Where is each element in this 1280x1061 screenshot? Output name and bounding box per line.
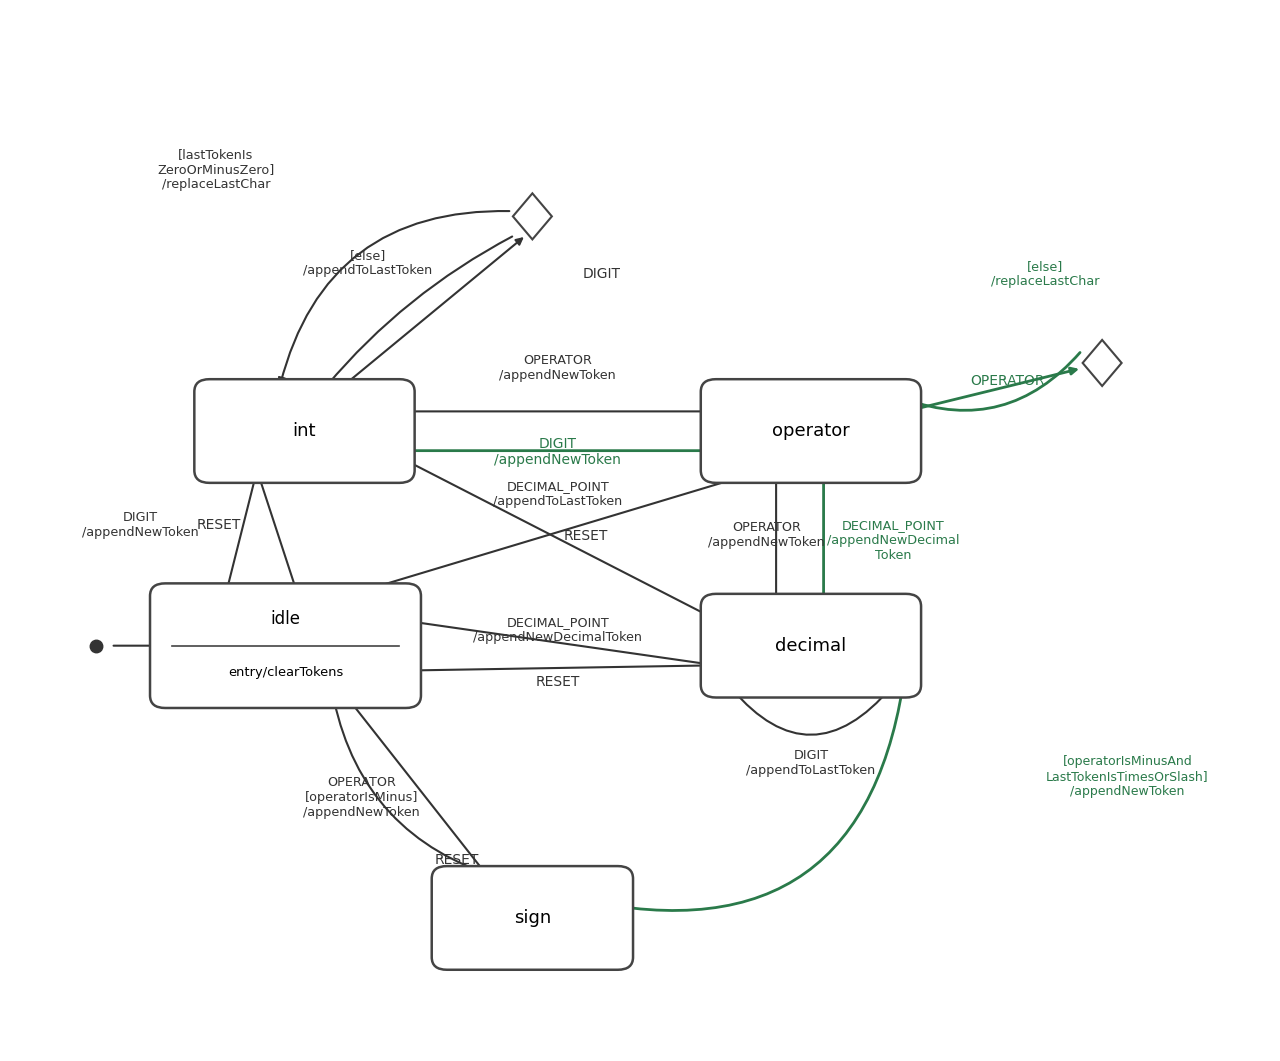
Text: [else]
/appendToLastToken: [else] /appendToLastToken bbox=[303, 249, 433, 278]
Text: int: int bbox=[293, 422, 316, 440]
Text: RESET: RESET bbox=[434, 853, 479, 867]
FancyBboxPatch shape bbox=[700, 594, 922, 697]
Text: OPERATOR
/appendNewToken: OPERATOR /appendNewToken bbox=[708, 521, 826, 549]
Text: [operatorIsMinusAnd
LastTokenIsTimesOrSlash]
/appendNewToken: [operatorIsMinusAnd LastTokenIsTimesOrSl… bbox=[1046, 755, 1208, 798]
Text: idle: idle bbox=[270, 610, 301, 628]
FancyBboxPatch shape bbox=[431, 866, 634, 970]
Text: OPERATOR
/appendNewToken: OPERATOR /appendNewToken bbox=[499, 354, 616, 382]
FancyBboxPatch shape bbox=[150, 584, 421, 708]
Text: operator: operator bbox=[772, 422, 850, 440]
Text: OPERATOR
[operatorIsMinus]
/appendNewToken: OPERATOR [operatorIsMinus] /appendNewTok… bbox=[303, 776, 420, 819]
Polygon shape bbox=[1083, 340, 1121, 386]
Text: RESET: RESET bbox=[564, 528, 608, 543]
Polygon shape bbox=[513, 193, 552, 240]
Text: DECIMAL_POINT
/appendNewDecimalToken: DECIMAL_POINT /appendNewDecimalToken bbox=[474, 616, 643, 644]
Text: [lastTokenIs
ZeroOrMinusZero]
/replaceLastChar: [lastTokenIs ZeroOrMinusZero] /replaceLa… bbox=[157, 147, 274, 191]
Text: DECIMAL_POINT
/appendNewDecimal
Token: DECIMAL_POINT /appendNewDecimal Token bbox=[827, 520, 960, 562]
Text: DIGIT
/appendToLastToken: DIGIT /appendToLastToken bbox=[746, 749, 876, 778]
Text: [else]
/replaceLastChar: [else] /replaceLastChar bbox=[991, 260, 1100, 288]
Text: DIGIT
/appendNewToken: DIGIT /appendNewToken bbox=[494, 437, 621, 467]
Text: decimal: decimal bbox=[776, 637, 846, 655]
FancyBboxPatch shape bbox=[700, 379, 922, 483]
Text: RESET: RESET bbox=[197, 518, 241, 533]
FancyBboxPatch shape bbox=[195, 379, 415, 483]
Text: entry/clearTokens: entry/clearTokens bbox=[228, 666, 343, 679]
Text: DIGIT: DIGIT bbox=[582, 267, 621, 281]
Text: RESET: RESET bbox=[535, 676, 580, 690]
Text: DECIMAL_POINT
/appendToLastToken: DECIMAL_POINT /appendToLastToken bbox=[493, 480, 622, 508]
Text: DIGIT
/appendNewToken: DIGIT /appendNewToken bbox=[82, 511, 198, 539]
Text: OPERATOR: OPERATOR bbox=[970, 373, 1044, 387]
Text: sign: sign bbox=[513, 909, 550, 927]
